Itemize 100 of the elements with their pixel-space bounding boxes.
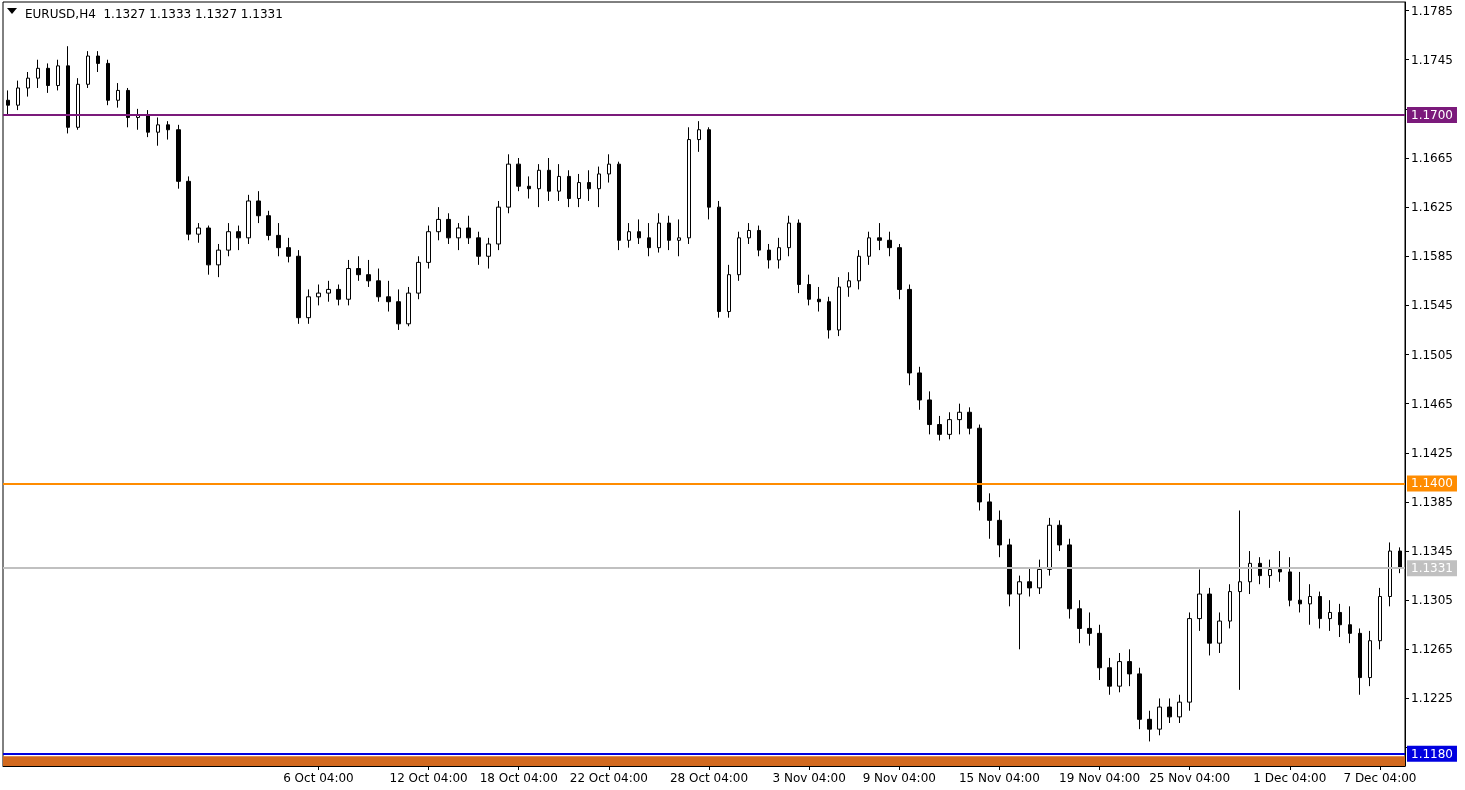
candlestick: [1268, 559, 1272, 589]
candlestick: [737, 231, 741, 282]
x-tick-label: 3 Nov 04:00: [772, 771, 846, 785]
candlestick: [246, 194, 251, 245]
candlestick: [727, 264, 731, 319]
candlestick: [1207, 587, 1212, 656]
candlestick: [1248, 550, 1252, 595]
candlestick: [877, 222, 882, 251]
y-tick-label: 1.1785: [1411, 3, 1453, 18]
candlestick: [977, 424, 982, 512]
candlestick: [1127, 648, 1132, 687]
ref-line-label: 1.1180: [1411, 746, 1453, 761]
candlestick: [1137, 667, 1142, 730]
candlestick: [476, 231, 481, 266]
candlestick: [657, 212, 661, 254]
candlestick: [857, 249, 861, 290]
candlestick: [1308, 583, 1312, 626]
candlestick: [1187, 611, 1192, 712]
candlestick: [837, 276, 841, 337]
candlestick: [1027, 566, 1032, 597]
candlestick: [677, 218, 681, 257]
candlestick: [927, 390, 932, 435]
candlestick: [226, 222, 231, 257]
candlestick: [1298, 571, 1302, 613]
candlestick: [1368, 630, 1372, 687]
candlestick: [1157, 697, 1162, 736]
candlestick: [617, 161, 621, 251]
candlestick: [577, 173, 581, 208]
candlestick: [1097, 624, 1102, 681]
candlestick: [466, 215, 471, 245]
candlestick: [106, 59, 110, 106]
y-tick-label: 1.1265: [1411, 642, 1453, 657]
candlestick: [527, 175, 531, 200]
candlestick: [36, 59, 40, 89]
candlestick: [1017, 575, 1022, 650]
candlestick: [1077, 599, 1082, 644]
candlestick: [306, 288, 311, 325]
candlestick: [847, 271, 851, 298]
candlestick: [396, 288, 401, 331]
candlestick: [236, 225, 241, 251]
y-tick-label: 1.1425: [1411, 445, 1453, 460]
candlestick: [456, 222, 461, 251]
candlestick: [116, 82, 120, 109]
chart-title: EURUSD,H4 1.1327 1.1333 1.1327 1.1331: [25, 7, 283, 21]
candlestick: [336, 284, 341, 306]
candlestick: [1107, 657, 1112, 696]
candlestick: [156, 116, 160, 147]
candlestick: [216, 243, 221, 278]
candlestick: [176, 124, 181, 190]
candlestick: [687, 126, 691, 245]
candlestick: [296, 249, 301, 325]
x-tick-label: 22 Oct 04:00: [569, 771, 648, 785]
candlestick: [316, 284, 321, 306]
candlestick: [186, 175, 191, 241]
candlestick: [1398, 546, 1402, 574]
y-tick-label: 1.1305: [1411, 593, 1453, 608]
candlestick: [607, 153, 611, 184]
candlestick: [196, 222, 201, 244]
candlestick: [166, 120, 170, 141]
candlestick: [386, 280, 391, 313]
candlestick: [1388, 541, 1392, 607]
candlestick: [957, 403, 962, 435]
candlestick: [1238, 510, 1242, 691]
candlestick: [1167, 697, 1172, 724]
y-tick-label: 1.1505: [1411, 347, 1453, 362]
ref-line-label: 1.1331: [1411, 561, 1453, 576]
x-tick-label: 19 Nov 04:00: [1059, 771, 1141, 785]
candlestick: [56, 59, 60, 91]
candlestick: [587, 169, 591, 202]
candlestick: [1037, 559, 1042, 595]
candlestick: [76, 77, 80, 131]
candlestick: [1318, 591, 1322, 629]
candlestick: [567, 169, 571, 208]
candlestick: [597, 166, 601, 208]
y-tick-label: 1.1225: [1411, 691, 1453, 706]
candlestick: [797, 218, 801, 294]
candlestick: [1278, 550, 1282, 583]
candlestick: [817, 286, 821, 313]
candlestick: [146, 109, 150, 138]
candlestick: [26, 71, 30, 98]
candlestick: [1197, 568, 1202, 632]
candlestick: [1348, 605, 1352, 644]
candlestick: [1117, 652, 1122, 693]
y-tick-label: 1.1585: [1411, 249, 1453, 264]
candlestick: [516, 157, 521, 192]
candlestick: [286, 237, 291, 263]
candlestick: [1378, 587, 1382, 650]
candlestick: [967, 406, 972, 435]
candlestick: [917, 366, 922, 411]
candlestick: [637, 218, 641, 245]
candlestick: [366, 259, 371, 288]
candlestick: [787, 215, 791, 257]
candlestick: [747, 222, 751, 245]
candlestick: [276, 222, 281, 257]
candlestick: [406, 286, 411, 327]
x-tick-label: 6 Oct 04:00: [283, 771, 354, 785]
candlestick: [1067, 538, 1072, 620]
candlestick: [777, 237, 781, 270]
candlestick: [907, 284, 912, 386]
candlestick: [767, 243, 771, 270]
